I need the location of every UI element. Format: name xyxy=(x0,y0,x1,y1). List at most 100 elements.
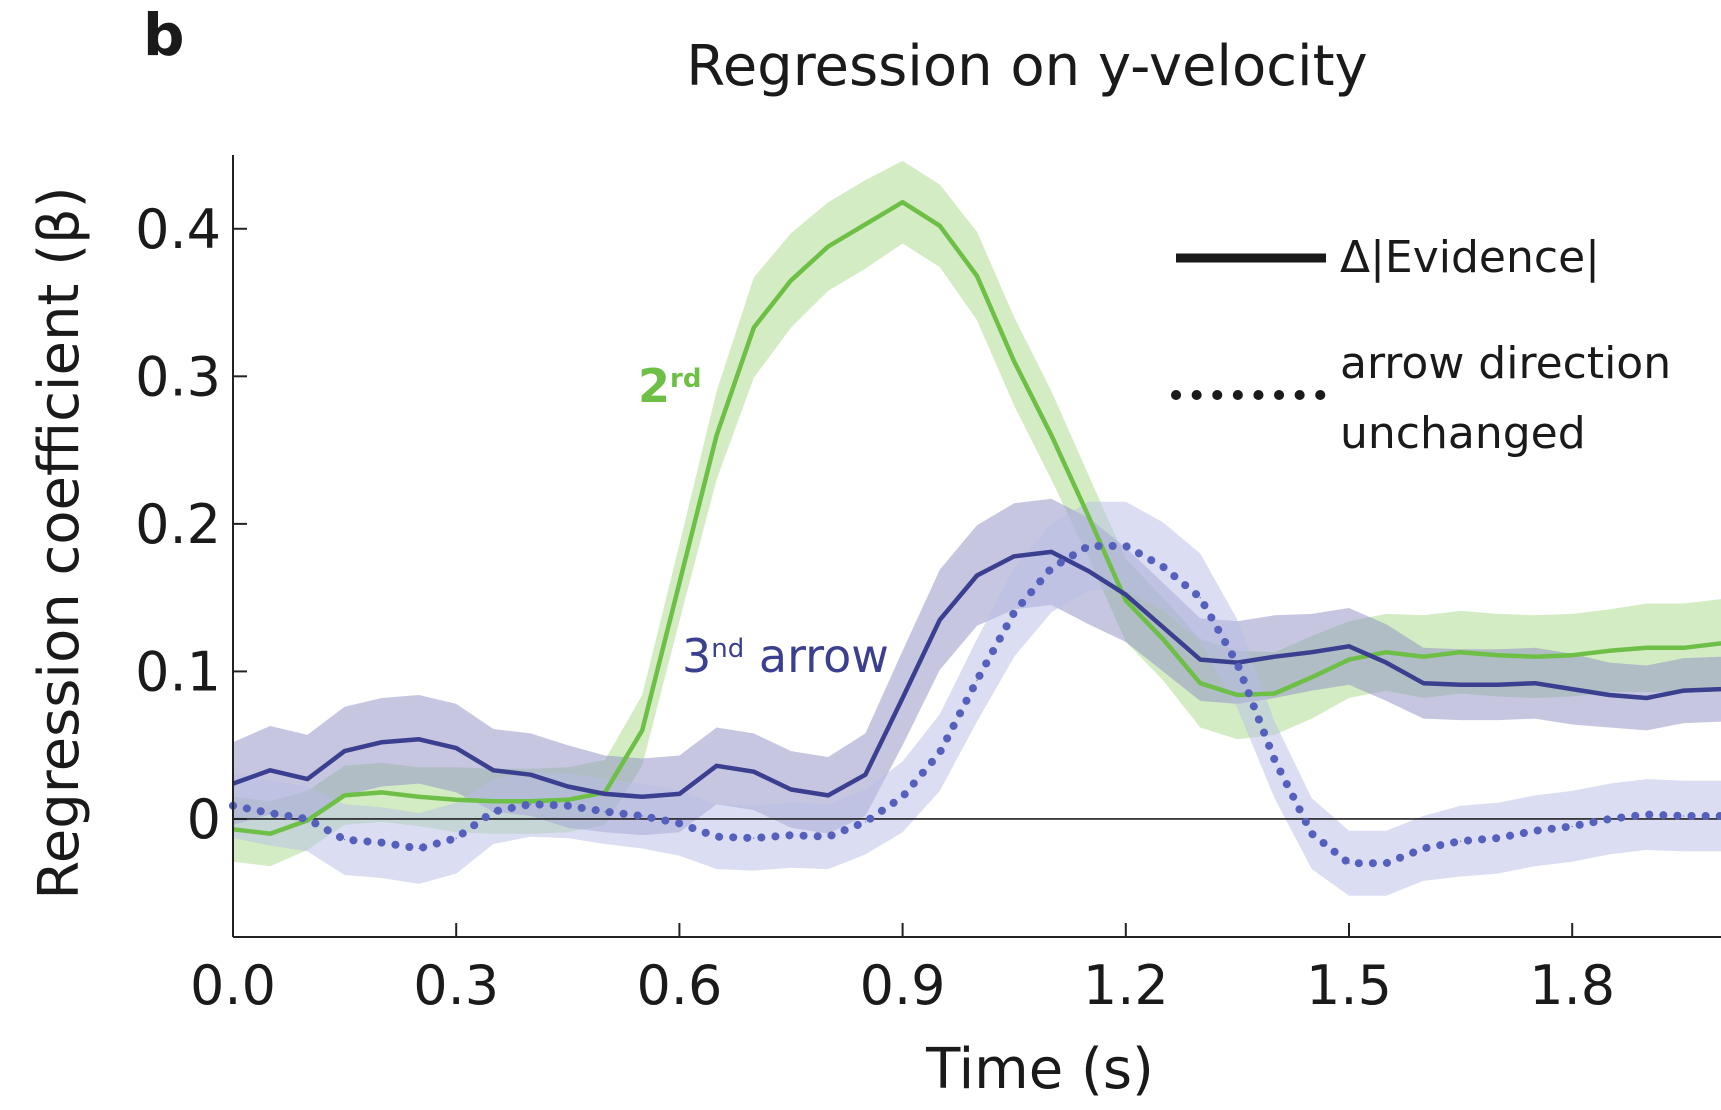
series-2-point xyxy=(1088,545,1090,547)
panel-label: b xyxy=(143,1,185,69)
series-0-point xyxy=(1683,647,1685,649)
legend-label-evidence: Δ|Evidence| xyxy=(1340,232,1600,283)
x-tick-label: 0.9 xyxy=(860,954,946,1017)
series-2-point xyxy=(1050,567,1052,569)
series-0-point xyxy=(530,800,532,802)
series-0-point xyxy=(418,796,420,798)
series-0-point xyxy=(678,582,681,584)
series-0-point xyxy=(902,201,904,203)
series-2-point xyxy=(1199,597,1201,599)
series-2-point xyxy=(716,836,718,838)
series-2-point xyxy=(604,810,606,813)
series-2-point xyxy=(1422,847,1424,850)
series-1-point xyxy=(269,769,271,771)
series-2-point xyxy=(1162,566,1164,568)
series-1-point xyxy=(1534,682,1536,684)
series-0-point xyxy=(939,225,941,227)
series-1-point xyxy=(455,747,457,749)
series-0-point xyxy=(1050,434,1052,436)
y-tick-label: 0.1 xyxy=(135,640,221,703)
series-2-point xyxy=(381,841,383,844)
series-1-point xyxy=(678,793,681,795)
series-0-point xyxy=(492,800,494,802)
x-tick-label: 1.8 xyxy=(1529,954,1615,1017)
series-2-point xyxy=(976,679,978,681)
series-2-point xyxy=(678,822,681,824)
series-0-point xyxy=(1646,647,1648,649)
series-1-point xyxy=(753,771,755,773)
series-2-point xyxy=(1125,545,1127,547)
series-2-point xyxy=(1646,813,1648,816)
series-0-point xyxy=(1608,650,1610,652)
series-2-point xyxy=(864,821,867,823)
series-1-point xyxy=(1162,626,1164,628)
series-1-point xyxy=(1683,689,1685,692)
series-1-point xyxy=(1125,594,1127,596)
series-2-point xyxy=(1683,815,1685,817)
x-tick-label: 1.2 xyxy=(1083,954,1169,1017)
series-0-point xyxy=(1088,515,1090,518)
x-axis-label: Time (s) xyxy=(925,1037,1154,1102)
series-0-point xyxy=(1274,692,1276,695)
series-2-point xyxy=(455,837,457,839)
series-1-point xyxy=(567,785,569,788)
chart-title: Regression on y-velocity xyxy=(686,34,1367,99)
series-0-point xyxy=(976,275,978,277)
series-0-point xyxy=(306,819,308,822)
series-0-point xyxy=(1013,360,1015,363)
legend: Δ|Evidence| arrow direction unchanged xyxy=(1171,232,1671,459)
series-1-point xyxy=(1050,551,1052,553)
x-tick-label: 1.5 xyxy=(1306,954,1392,1017)
series-0-point xyxy=(269,833,271,835)
series-1-point xyxy=(344,750,346,752)
series-1-point xyxy=(902,697,904,699)
series-1-point xyxy=(864,774,867,776)
series-2-point xyxy=(567,805,569,807)
series-0-point xyxy=(864,223,867,225)
legend-label-unchanged: unchanged xyxy=(1340,408,1586,459)
series-0-point xyxy=(1571,654,1573,656)
series-annotations: 2rd 3nd arrow xyxy=(638,359,889,683)
series-2-point xyxy=(1608,818,1610,820)
series-1-point xyxy=(1311,651,1313,653)
series-2-point xyxy=(418,847,420,850)
series-1-point xyxy=(939,619,941,621)
series-0-point xyxy=(753,327,755,329)
series-0-point xyxy=(790,279,792,282)
series-1-point xyxy=(1460,684,1462,686)
series-1-point xyxy=(1236,661,1238,664)
series-1-point xyxy=(1571,688,1573,690)
series-0-point xyxy=(1125,599,1127,602)
series-2-point xyxy=(1497,837,1499,839)
series-1-point xyxy=(1088,570,1090,572)
series-0-point xyxy=(1199,682,1201,684)
series-1-point xyxy=(1199,659,1201,661)
series-1-point xyxy=(381,741,383,743)
series-1-point xyxy=(1274,656,1276,658)
series-2-point xyxy=(344,839,346,841)
series-2-point xyxy=(939,751,941,754)
series-1-point xyxy=(716,765,718,767)
series-2-point xyxy=(641,815,643,817)
series-2-point xyxy=(1385,862,1387,864)
series-2-point xyxy=(306,818,308,820)
y-tick-label: 0.4 xyxy=(135,198,221,261)
series-1-point xyxy=(790,788,792,791)
series-0-point xyxy=(344,794,346,796)
series-band-2 xyxy=(233,501,1721,896)
series-band-0 xyxy=(233,160,1721,867)
series-2-point xyxy=(530,803,532,805)
series-2-point xyxy=(1013,611,1015,613)
series-1-point xyxy=(604,793,606,795)
series-2-point xyxy=(1460,840,1462,842)
y-tick-label: 0.2 xyxy=(135,493,221,556)
series-1-point xyxy=(418,738,420,740)
series-0-point xyxy=(1385,651,1387,653)
series-2-point xyxy=(1534,830,1536,832)
y-tick-label: 0.3 xyxy=(135,345,221,408)
x-tick-label: 0.3 xyxy=(413,954,499,1017)
series-2-point xyxy=(1311,833,1313,835)
series-2-point xyxy=(902,796,904,798)
